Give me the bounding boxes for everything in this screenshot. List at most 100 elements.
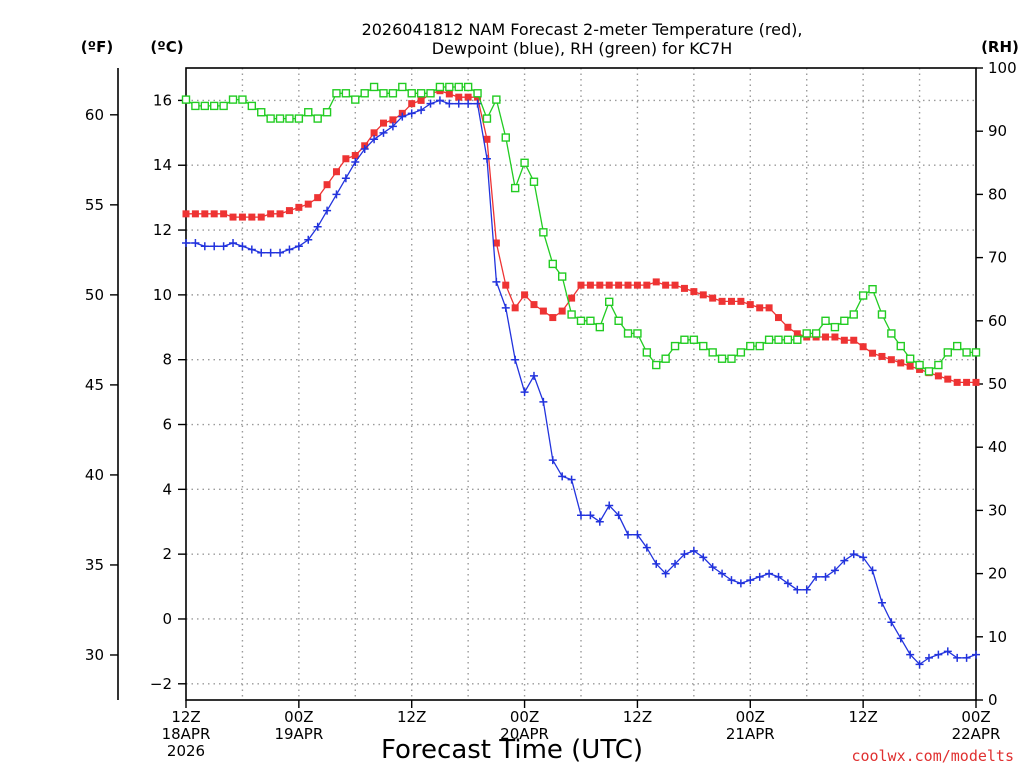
dewpoint-data-point: [859, 553, 868, 562]
dewpoint-data-point: [708, 563, 717, 572]
fahrenheit-tick-label: 50: [85, 286, 104, 304]
dewpoint-data-point: [276, 248, 285, 257]
temperature-data-point: [295, 203, 303, 211]
temperature-data-point: [906, 362, 914, 370]
celsius-tick-label: 16: [153, 91, 172, 109]
rh-data-point: [266, 114, 275, 123]
temperature-data-point: [220, 210, 228, 218]
temperature-data-point: [822, 333, 830, 341]
dewpoint-data-point: [896, 634, 905, 643]
temperature-data-point: [652, 278, 660, 286]
temperature-data-point: [784, 323, 792, 331]
rh-data-point: [210, 101, 219, 111]
rh-data-point: [200, 101, 210, 111]
fahrenheit-tick-label: 60: [85, 106, 104, 124]
rh-data-point: [717, 354, 727, 363]
dewpoint-data-point: [454, 99, 463, 108]
dewpoint-data-point: [821, 572, 830, 581]
temperature-data-point: [878, 352, 886, 360]
temperature-data-point: [775, 314, 782, 322]
rh-data-point: [670, 341, 680, 351]
temperature-data-point: [539, 307, 547, 315]
dewpoint-data-point: [595, 517, 604, 526]
dewpoint-data-point: [812, 572, 821, 581]
rh-data-point: [877, 310, 887, 319]
temperature-data-point: [633, 281, 641, 289]
rh-data-point: [943, 348, 952, 357]
temperature-data-point: [793, 330, 801, 338]
fahrenheit-tick-label: 35: [85, 556, 104, 574]
temperature-data-point: [191, 210, 199, 218]
dewpoint-data-point: [953, 653, 962, 662]
rh-data-point: [228, 95, 238, 104]
chart-title-line-1: 2026041812 NAM Forecast 2-meter Temperat…: [362, 20, 803, 39]
rh-data-point: [510, 183, 520, 193]
rh-data-point: [811, 329, 821, 338]
rh-data-point: [294, 114, 304, 123]
rh-data-point: [915, 360, 924, 370]
rh-data-point: [614, 316, 623, 325]
temperature-data-point: [380, 119, 387, 127]
dewpoint-data-point: [529, 371, 538, 380]
dewpoint-data-point: [257, 248, 266, 257]
dewpoint-data-point: [774, 572, 783, 581]
rh-data-point: [887, 329, 896, 338]
rh-data-point: [341, 89, 351, 98]
rh-data-point: [539, 228, 548, 237]
dewpoint-data-point: [765, 569, 774, 578]
celsius-tick-label: 2: [162, 545, 172, 563]
temperature-data-point: [332, 168, 340, 176]
dewpoint-data-point: [247, 245, 256, 254]
temperature-data-point: [662, 281, 670, 289]
rh-data-point: [746, 341, 755, 351]
dewpoint-data-point: [210, 242, 219, 251]
dewpoint-data-point: [840, 556, 849, 565]
temperature-data-point: [709, 294, 717, 302]
rh-data-point: [520, 158, 529, 168]
axes: 30 35 40 45 50 55 60 −2 0 2 4 6 8 10 12 14 16 0 10 20 30 40 50…: [85, 59, 1017, 760]
temperature-data-point: [521, 291, 529, 299]
fahrenheit-tick-label: 30: [85, 646, 104, 664]
dewpoint-data-point: [877, 598, 886, 607]
temperature-data-point: [257, 213, 265, 221]
x-tick-label: 18APR: [162, 725, 211, 743]
rh-data-point: [463, 82, 473, 92]
temperature-data-point: [972, 378, 980, 386]
rh-data-point: [661, 354, 670, 363]
rh-data-point: [623, 329, 633, 338]
rh-tick-label: 60: [988, 312, 1007, 330]
temperature-data-point: [756, 304, 764, 312]
dewpoint-data-point: [830, 566, 839, 575]
dewpoint-data-point: [746, 576, 755, 585]
dewpoint-data-point: [548, 456, 557, 465]
dewpoint-data-point: [182, 239, 190, 248]
dewpoint-data-point: [567, 475, 576, 484]
temperature-data-point: [859, 343, 867, 351]
dewpoint-data-point: [304, 235, 313, 244]
temperature-data-point: [201, 210, 209, 218]
rh-data-point: [360, 89, 369, 98]
dewpoint-data-point: [539, 397, 548, 406]
rh-data-point: [351, 95, 360, 104]
x-tick-label: 12Z: [848, 708, 877, 726]
dewpoint-data-point: [492, 277, 501, 286]
fahrenheit-tick-label: 55: [85, 196, 104, 214]
temperature-data-point: [408, 100, 416, 108]
temperature-data-point: [549, 314, 557, 322]
rh-data-point: [398, 82, 407, 92]
rh-data-point: [238, 95, 247, 104]
dewpoint-data-point: [718, 569, 727, 578]
temperature-data-point: [568, 294, 576, 302]
rh-data-point: [699, 341, 708, 351]
celsius-tick-label: 12: [153, 221, 172, 239]
rh-data-point: [257, 108, 266, 117]
rh-tick-label: 10: [988, 628, 1007, 646]
rh-data-point: [868, 285, 877, 294]
rh-tick-label: 90: [988, 122, 1007, 140]
dewpoint-data-point: [426, 99, 435, 108]
dewpoint-data-point: [652, 559, 661, 568]
dewpoint-data-point: [332, 190, 341, 199]
gridlines: [186, 68, 976, 700]
rh-data-point: [529, 177, 539, 186]
dewpoint-data-point: [323, 206, 332, 215]
